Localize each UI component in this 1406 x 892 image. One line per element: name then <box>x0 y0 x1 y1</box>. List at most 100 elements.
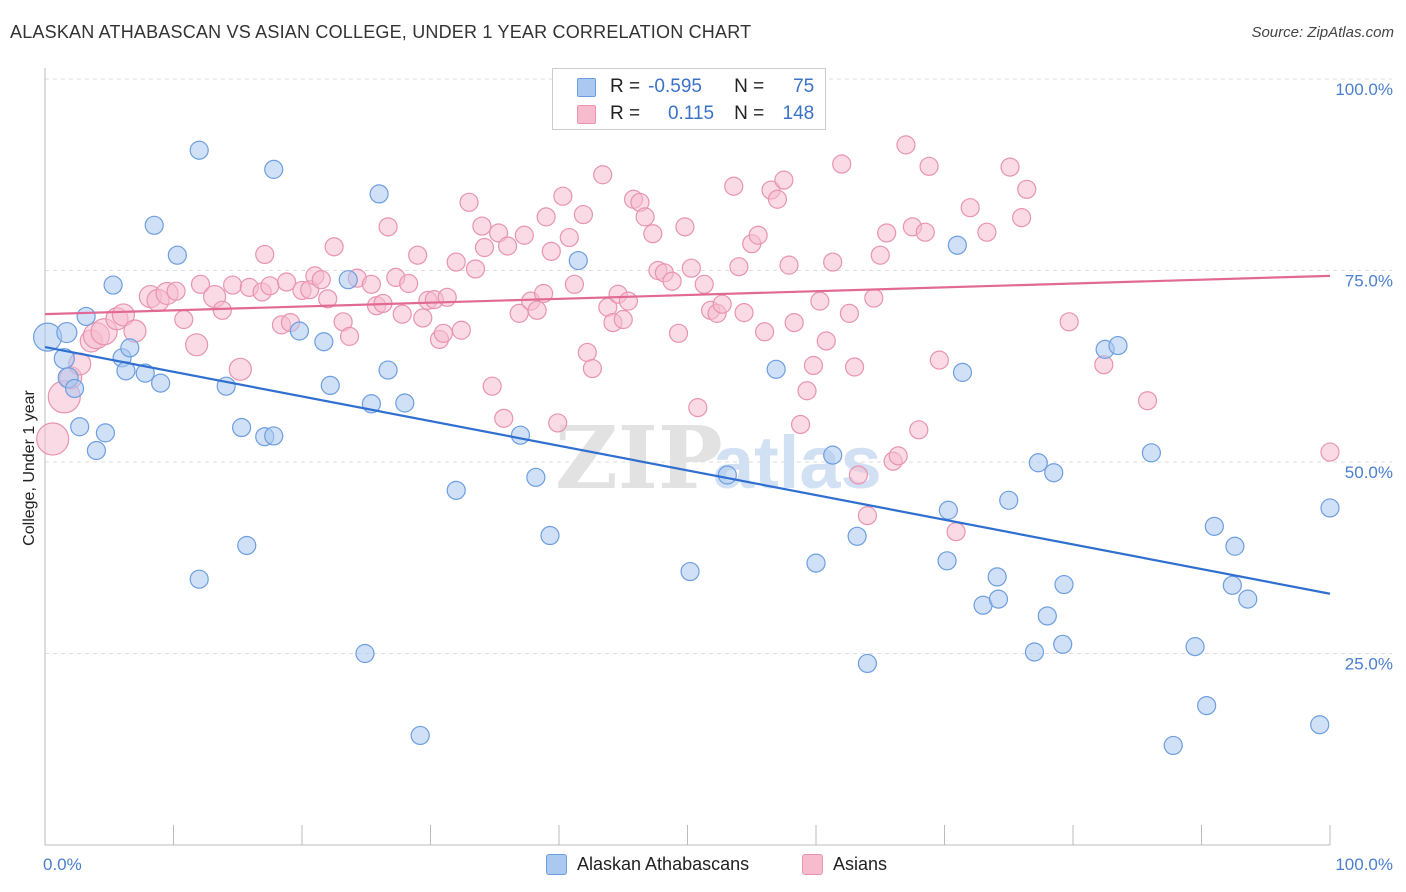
legend-n-label: N = <box>734 103 765 124</box>
alaskan-athabascans-point <box>135 363 155 383</box>
alaskan-athabascans-point <box>1238 589 1258 609</box>
asians-point <box>260 276 280 296</box>
asians-point <box>413 308 433 328</box>
legend-n-label: N = <box>734 76 765 97</box>
bottom-legend-label-asians: Asians <box>833 853 888 874</box>
alaskan-athabascans-point <box>76 306 96 327</box>
asians-point <box>459 192 479 212</box>
legend-r-label: R = <box>610 103 641 124</box>
alaskan-athabascans-point <box>999 490 1019 510</box>
alaskan-athabascans-point <box>232 417 252 438</box>
asians-point <box>960 198 980 218</box>
asians-point <box>668 323 689 343</box>
bottom-legend-label-alaskan: Alaskan Athabascans <box>577 853 750 874</box>
asians-point <box>832 154 852 174</box>
asians-point <box>877 223 897 243</box>
asians-point <box>909 420 929 440</box>
asians-point <box>514 225 534 245</box>
asians-point <box>662 271 682 291</box>
alaskan-athabascans-point <box>378 360 398 380</box>
asians-point <box>339 326 360 346</box>
asians-point <box>361 274 381 294</box>
alaskan-athabascans-point <box>289 321 310 341</box>
asians-trend-line <box>44 274 1331 316</box>
alaskan-athabascans-point <box>264 159 284 179</box>
asians-point <box>482 376 502 396</box>
asians-point <box>823 252 843 272</box>
asians-point <box>593 165 613 185</box>
alaskan-athabascans-point <box>355 643 375 664</box>
alaskan-athabascans-point <box>167 245 187 265</box>
alaskan-athabascans-point <box>144 215 164 235</box>
y-tick-label: 75.0% <box>1345 272 1393 291</box>
legend-r-value: 0.115 <box>667 103 715 124</box>
asians-point <box>174 309 194 330</box>
alaskan-athabascans-point <box>120 338 140 358</box>
asians-point <box>618 291 638 311</box>
alaskan-athabascans-trend-line <box>44 346 1331 595</box>
asians-point <box>977 222 997 242</box>
asians-point <box>577 342 597 363</box>
asians-point <box>767 189 788 209</box>
asians-point <box>724 176 744 196</box>
trend-lines <box>44 274 1331 595</box>
asians-point <box>548 413 568 433</box>
asians-point <box>166 281 186 301</box>
asians-point <box>1137 391 1158 411</box>
bottom-legend-swatch-pink <box>802 853 823 875</box>
watermark-zip: ZIP <box>555 408 723 509</box>
bottom-legend-asians: Asians <box>802 852 887 876</box>
alaskan-athabascans-point <box>526 467 546 487</box>
alaskan-athabascans-point <box>938 500 958 520</box>
alaskan-athabascans-point <box>86 440 107 461</box>
legend-n-value: 148 <box>782 103 815 124</box>
asians-point <box>392 304 412 324</box>
alaskan-athabascans-point <box>1024 642 1045 662</box>
asians-point <box>1059 312 1079 332</box>
asians-point <box>378 217 398 237</box>
alaskan-athabascans-point <box>103 275 123 295</box>
asians-point <box>472 216 492 236</box>
alaskan-athabascans-point <box>680 561 700 582</box>
asians-point <box>1017 179 1037 199</box>
watermark-atlas: atlas <box>713 421 882 504</box>
asians-point <box>228 357 252 381</box>
y-tick-label: 100.0% <box>1335 80 1393 99</box>
alaskan-athabascans-point <box>64 378 85 399</box>
asians-point <box>839 303 860 323</box>
alaskan-athabascans-point <box>189 140 209 160</box>
bottom-legend-swatch-blue <box>546 853 567 875</box>
alaskan-athabascans-point <box>56 321 78 344</box>
asians-point <box>810 291 830 311</box>
asians-point <box>582 358 603 379</box>
alaskan-athabascans-point <box>717 465 737 485</box>
asians-point <box>527 300 547 320</box>
legend-n-value: 75 <box>793 76 815 97</box>
asians-point <box>635 207 655 227</box>
alaskan-athabascans-point <box>189 569 209 589</box>
alaskan-athabascans-point <box>338 270 358 290</box>
alaskan-athabascans-point <box>1054 574 1074 595</box>
alaskan-athabascans-point <box>70 417 90 437</box>
bottom-legend-alaskan: Alaskan Athabascans <box>546 852 749 876</box>
asians-point <box>784 312 804 333</box>
alaskan-athabascans-point <box>1185 637 1205 657</box>
asians-point <box>675 217 695 237</box>
alaskan-athabascans-point <box>151 373 171 393</box>
asians-point <box>498 236 518 256</box>
alaskan-athabascans-point <box>264 426 284 446</box>
x-tick-label-min: 0.0% <box>43 855 82 874</box>
alaskan-athabascans-point <box>1197 695 1217 716</box>
alaskan-athabascans-point <box>847 526 867 546</box>
asians-point <box>553 186 573 206</box>
asians-point <box>399 273 419 294</box>
asians-point <box>474 237 495 258</box>
alaskan-athabascans-point <box>1037 606 1057 626</box>
asians-point <box>465 259 486 279</box>
asians-point <box>712 294 732 314</box>
asians-point <box>573 204 594 225</box>
source-credit: Source: ZipAtlas.com <box>1251 24 1394 41</box>
asians-point <box>929 350 949 370</box>
asians-point <box>1320 442 1340 462</box>
alaskan-athabascans-point <box>95 423 115 443</box>
